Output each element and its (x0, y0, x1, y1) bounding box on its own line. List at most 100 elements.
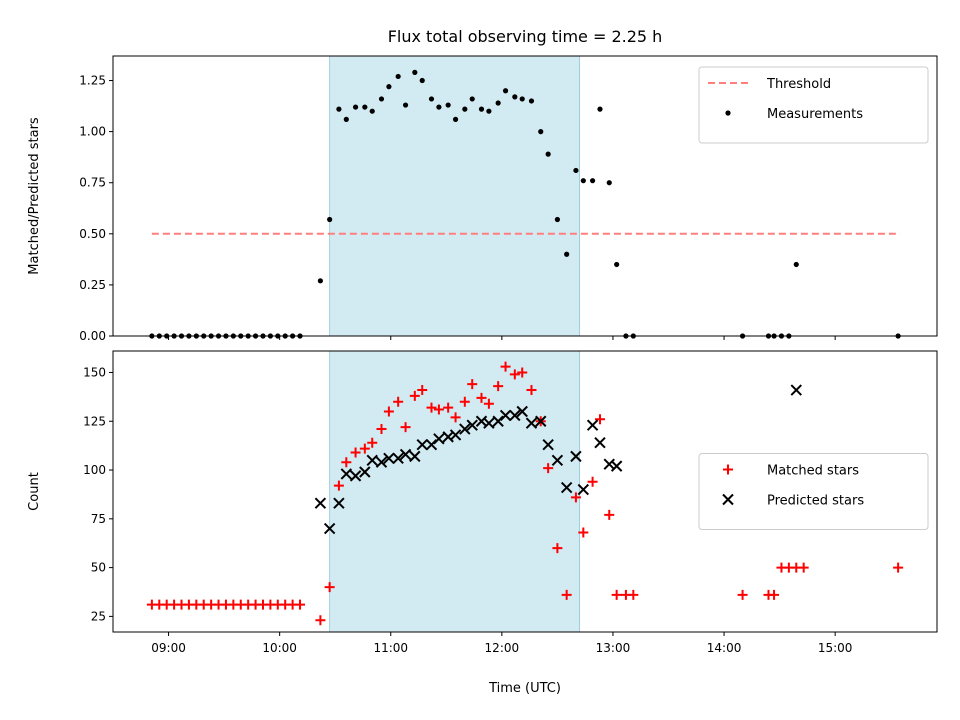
panel2-point (400, 422, 411, 433)
panel2-point (383, 452, 395, 465)
panel1-ytick-label: 0.75 (79, 176, 106, 190)
panel1-point (606, 180, 612, 186)
panel2-point (409, 390, 420, 401)
panel1-point (462, 106, 468, 112)
panel2-point (587, 476, 598, 487)
panel2-point (526, 385, 537, 396)
panel1-point (502, 88, 509, 94)
panel2-point (466, 419, 478, 431)
panel2-point (483, 398, 494, 409)
panel1-ytick-label: 1.25 (79, 74, 106, 88)
panel2-point (450, 412, 461, 423)
panel2-point (499, 409, 512, 422)
xtick-label: 09:00 (151, 641, 186, 655)
xtick-label: 15:00 (818, 641, 853, 655)
panel2-point (552, 543, 563, 554)
panel2-point (790, 384, 802, 396)
panel2-legend-handle (722, 493, 734, 506)
panel2-point (492, 415, 504, 427)
panel2-point (516, 405, 528, 418)
panel2-legend-label: Matched stars (767, 464, 859, 479)
panel2-point (543, 463, 554, 474)
panel1-point (528, 98, 535, 104)
panel2-point (367, 437, 378, 448)
panel2-point (594, 437, 606, 449)
panel2-ylabel: Count (27, 472, 42, 511)
panel2-point (314, 497, 327, 509)
panel2-ytick-label: 150 (83, 365, 106, 379)
panel2-point (459, 396, 470, 407)
panel1-point (545, 151, 551, 157)
panel2-point (603, 458, 615, 470)
panel1-legend-label: Measurements (767, 107, 863, 122)
panel2-point (409, 450, 421, 463)
panel1-ytick-label: 1.00 (79, 125, 106, 139)
panel1-legend-handle (725, 110, 731, 116)
panel2-point (425, 438, 438, 451)
panel1-point (564, 251, 570, 257)
panel2-point (570, 492, 581, 503)
panel1-legend-label: Threshold (766, 77, 831, 92)
panel1-point (419, 77, 425, 84)
panel2-point (500, 361, 511, 372)
panel2-point (737, 589, 748, 600)
panel1-point (362, 104, 368, 110)
panel2-point (586, 419, 599, 431)
panel1-point (386, 84, 392, 90)
panel2-point (416, 438, 428, 451)
panel2-point (578, 527, 589, 538)
panel1-point (452, 116, 459, 122)
panel2-point (349, 470, 362, 482)
panel1-point (597, 106, 603, 112)
panel2-point (577, 483, 590, 496)
panel1-point (343, 116, 349, 122)
panel2-point (449, 429, 462, 441)
panel1-point (445, 102, 451, 108)
panel2-shaded-region (329, 350, 581, 633)
panel2-point (525, 417, 538, 429)
panel2-point (893, 562, 904, 573)
panel1-ylabel: Matched/Predicted stars (27, 117, 42, 275)
panel2-legend (698, 453, 929, 530)
panel2-point (399, 448, 412, 461)
panel2-point (295, 599, 306, 610)
panel1-point (614, 261, 620, 268)
panel1-point (412, 69, 418, 75)
panel2-point (798, 562, 809, 573)
panel2-ytick-label: 25 (91, 609, 106, 623)
panel2-point (366, 454, 378, 466)
panel2-point (628, 589, 639, 600)
panel1-ytick-label: 0.25 (79, 278, 106, 292)
panel2-ytick-label: 125 (83, 414, 106, 428)
panel1-point (428, 96, 435, 102)
panel2-point (341, 457, 352, 468)
panel2-point (560, 481, 573, 494)
panel1-point (538, 129, 544, 135)
panel2-point (476, 392, 487, 403)
panel1-point (589, 178, 596, 184)
panel2-point (561, 589, 572, 600)
xtick-label: 11:00 (373, 641, 408, 655)
xlabel: Time (UTC) (488, 681, 561, 696)
panel2-point (459, 423, 471, 435)
panel1-point (436, 104, 442, 110)
panel2-point (359, 466, 371, 478)
panel1-point (336, 106, 342, 112)
panel1-point (317, 278, 323, 284)
panel2-point (493, 381, 504, 392)
panel1-point (554, 216, 561, 223)
panel2-ytick-label: 50 (91, 561, 106, 575)
panel1-point (478, 106, 485, 112)
panel2-point (323, 522, 336, 535)
panel2-point (483, 417, 495, 429)
panel2-point (392, 452, 404, 465)
panel2-point (594, 414, 605, 425)
panel1-point (519, 96, 525, 102)
xtick-label: 14:00 (707, 641, 742, 655)
panel2-point (611, 589, 622, 600)
panel2-point (443, 402, 454, 413)
panel2-point (467, 379, 478, 390)
panel2-point (517, 367, 528, 378)
panel1-point (580, 178, 586, 184)
